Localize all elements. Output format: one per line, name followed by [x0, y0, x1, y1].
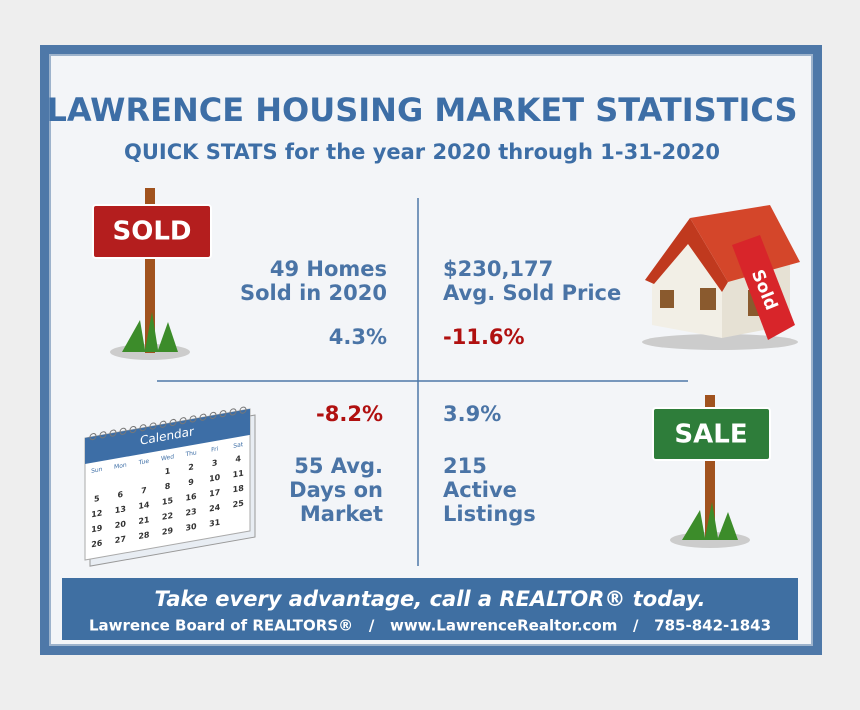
sold-sign-icon: SOLD [92, 188, 212, 360]
sign-text: SOLD [113, 217, 192, 247]
day: 6 [118, 490, 124, 500]
sale-sign-icon: SALE [652, 395, 771, 548]
day: 18 [233, 483, 245, 494]
day: 14 [138, 500, 150, 511]
ring [179, 417, 187, 425]
subtitle: QUICK STATS for the year 2020 through 1-… [124, 140, 720, 164]
title: LAWRENCE HOUSING MARKET STATISTICS [46, 91, 797, 129]
ring [129, 425, 137, 434]
weekday: Sat [233, 441, 243, 450]
ring [159, 420, 167, 428]
day: 24 [209, 503, 221, 514]
stat-label: 215 [443, 454, 487, 478]
day: 5 [94, 494, 100, 504]
stat-label: Active [443, 478, 517, 502]
day: 17 [209, 488, 220, 499]
ring [229, 408, 237, 416]
day: 3 [212, 458, 218, 468]
footer-bar [62, 578, 798, 640]
stat-change: -11.6% [443, 325, 525, 349]
day: 30 [186, 522, 198, 533]
ring [99, 431, 107, 439]
day: 28 [138, 530, 150, 541]
day: 19 [91, 523, 103, 534]
stat-change: -8.2% [316, 402, 383, 426]
stat-change: 3.9% [443, 402, 501, 426]
day: 10 [209, 473, 221, 484]
day: 12 [91, 508, 102, 519]
stat-label: Avg. Sold Price [443, 281, 621, 305]
day: 1 [165, 466, 171, 476]
ring [219, 410, 227, 418]
house-icon: Sold [642, 205, 800, 350]
day: 23 [186, 507, 197, 518]
ring [209, 411, 217, 419]
day: 7 [141, 486, 147, 496]
day: 9 [188, 477, 194, 487]
day: 2 [188, 462, 194, 472]
day: 16 [186, 492, 198, 503]
weekday: Thu [184, 449, 196, 458]
weekday: Tue [138, 458, 150, 467]
weekday: Wed [161, 453, 174, 462]
ring [189, 415, 197, 423]
stat-label: Days on [289, 478, 383, 502]
contact: Lawrence Board of REALTORS® / www.Lawren… [89, 617, 771, 635]
day: 20 [115, 519, 127, 530]
weekday: Mon [114, 462, 127, 471]
day: 26 [91, 538, 103, 549]
day: 13 [115, 504, 126, 515]
ring [149, 422, 157, 430]
ring [119, 427, 127, 435]
weekday: Fri [211, 445, 218, 453]
day: 11 [233, 468, 245, 479]
day: 21 [138, 515, 150, 526]
ring [109, 429, 117, 437]
stat-label: 49 Homes [270, 257, 387, 281]
stat-change: 4.3% [329, 325, 387, 349]
stat-label: 55 Avg. [294, 454, 383, 478]
day: 29 [162, 526, 174, 537]
weekday: Sun [91, 466, 103, 475]
day: 22 [162, 511, 173, 522]
stat-label: Listings [443, 502, 536, 526]
ring [199, 413, 207, 421]
stat-label: Market [300, 502, 383, 526]
stat-label: Sold in 2020 [240, 281, 387, 305]
day: 8 [165, 481, 171, 491]
ring [139, 424, 147, 432]
ring [169, 418, 177, 427]
tagline: Take every advantage, call a REALTOR® to… [155, 587, 706, 611]
ring [89, 433, 97, 441]
stat-label: $230,177 [443, 257, 553, 281]
day: 4 [235, 454, 241, 464]
sign-text: SALE [674, 420, 747, 450]
ring [239, 406, 247, 414]
day: 27 [115, 534, 126, 545]
day: 15 [162, 496, 174, 507]
day: 31 [209, 518, 221, 529]
day: 25 [233, 498, 245, 509]
